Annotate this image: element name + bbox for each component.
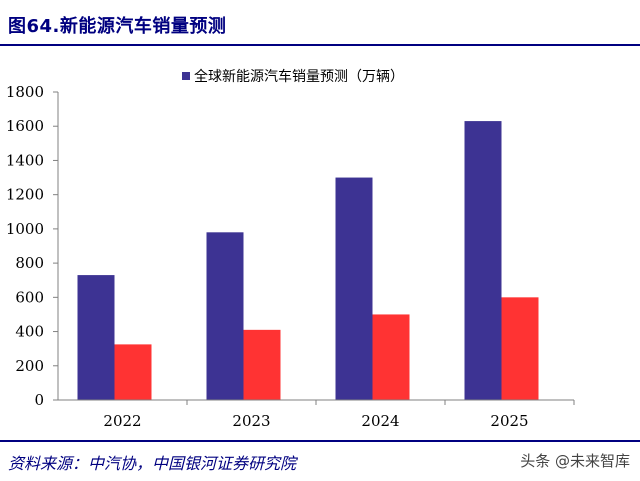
x-tick-label: 2023 <box>232 412 270 430</box>
legend-swatch <box>182 72 190 80</box>
bars <box>77 121 539 400</box>
y-tick-label: 1400 <box>6 151 44 169</box>
bar-series-1-2022 <box>77 275 115 400</box>
source-note: 资料来源：中汽协，中国银河证券研究院 <box>8 454 297 473</box>
bar-series-2-2022 <box>114 344 152 400</box>
bar-series-1-2023 <box>206 232 244 400</box>
watermark: 头条 @未来智库 <box>520 452 630 470</box>
x-tick-label: 2025 <box>490 412 528 430</box>
y-tick-label: 1200 <box>6 186 44 204</box>
figure-title: 图64.新能源汽车销量预测 <box>8 16 227 37</box>
bar-series-2-2024 <box>372 314 410 400</box>
bar-series-1-2024 <box>335 177 373 400</box>
y-tick-label: 400 <box>15 323 44 341</box>
footer-rule <box>0 440 640 442</box>
bar-series-1-2025 <box>464 121 502 400</box>
legend-label: 全球新能源汽车销量预测（万辆） <box>194 68 404 85</box>
y-tick-label: 0 <box>34 391 44 409</box>
y-tick-label: 600 <box>15 288 44 306</box>
header-rule <box>0 44 640 46</box>
y-tick-label: 1000 <box>6 220 44 238</box>
y-axis-ticks: 0 200 400 600 800 1000 1200 1400 1600 1800 <box>6 83 58 409</box>
bar-chart: 全球新能源汽车销量预测（万辆） 0 200 400 600 800 1000 1200 140… <box>6 68 575 430</box>
y-tick-label: 1800 <box>6 83 44 101</box>
y-tick-label: 1600 <box>6 117 44 135</box>
y-tick-label: 200 <box>15 357 44 375</box>
bar-series-2-2023 <box>243 329 281 400</box>
legend: 全球新能源汽车销量预测（万辆） <box>182 68 404 85</box>
x-tick-label: 2024 <box>361 412 399 430</box>
x-tick-label: 2022 <box>103 412 141 430</box>
x-axis-ticks: 2022 2023 2024 2025 <box>103 400 575 430</box>
bar-series-2-2025 <box>501 297 539 400</box>
y-tick-label: 800 <box>15 254 44 272</box>
